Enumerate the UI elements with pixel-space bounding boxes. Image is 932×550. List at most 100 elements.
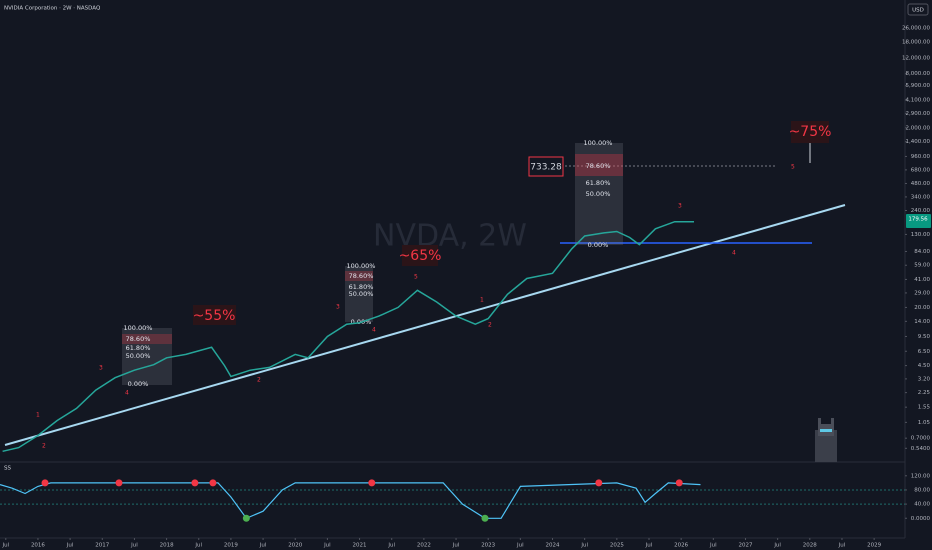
wave-label: 2: [42, 443, 46, 450]
y-tick-label: 4,100.00: [906, 97, 931, 103]
fib-box: [122, 328, 172, 385]
x-tick-label: Jul: [323, 543, 331, 549]
signal-dot: [675, 479, 683, 487]
wave-label: 1: [36, 412, 40, 419]
x-tick-label: 2016: [31, 543, 45, 549]
x-tick-label: Jul: [645, 543, 653, 549]
fib-box: [345, 266, 373, 322]
fib-level: 78.60%: [586, 162, 611, 170]
signal-dot: [209, 479, 217, 487]
x-tick-label: Jul: [259, 543, 267, 549]
y-tick-label: 29.00: [914, 290, 930, 296]
y-tick-label: 240.00: [911, 208, 931, 214]
y-tick-label: 41.00: [914, 277, 930, 283]
wave-label: 1: [480, 297, 484, 304]
wave-label: 5: [414, 274, 418, 281]
y-tick-label: 40.00: [914, 502, 930, 508]
x-tick-label: 2018: [160, 543, 174, 549]
x-tick-label: Jul: [66, 543, 74, 549]
y-tick-label: 8,000.00: [906, 71, 931, 77]
wave-label: 2: [488, 322, 492, 329]
wave-label: 3: [336, 304, 340, 311]
x-tick-label: 2023: [481, 543, 495, 549]
drop-label: ~55%: [193, 308, 236, 324]
y-tick-label: 0.7000: [911, 436, 931, 442]
avatar: [815, 418, 837, 462]
signal-dot: [41, 479, 49, 487]
y-tick-label: 14.00: [914, 319, 930, 325]
x-tick-label: Jul: [452, 543, 460, 549]
y-tick-label: 26,000.00: [902, 25, 930, 31]
y-tick-label: 5,900.00: [906, 83, 931, 89]
x-tick-label: 2021: [353, 543, 367, 549]
y-tick-label: 3.20: [918, 376, 931, 382]
y-tick-label: 1.05: [918, 420, 931, 426]
y-tick-label: 1.55: [918, 405, 931, 411]
x-tick-label: 2026: [674, 543, 688, 549]
y-tick-label: 59.00: [914, 263, 930, 269]
x-tick-label: Jul: [130, 543, 138, 549]
wave-label: 4: [732, 250, 736, 257]
fib-zone: [345, 271, 373, 281]
trend-line: [4, 204, 846, 446]
signal-dot: [191, 479, 199, 487]
series-line: [2, 220, 694, 453]
fib-level: 61.80%: [126, 344, 151, 352]
y-tick-label: 680.00: [911, 167, 931, 173]
y-tick-label: 12,000.00: [902, 55, 930, 61]
target-box: [528, 156, 564, 177]
x-tick-label: Jul: [194, 543, 202, 549]
fib-level: 78.60%: [349, 272, 374, 280]
x-tick-label: Jul: [709, 543, 717, 549]
fib-level: 61.80%: [349, 283, 374, 291]
y-tick-label: 4.50: [918, 363, 931, 369]
y-tick-label: 84.00: [914, 249, 930, 255]
y-tick-label: 120.00: [911, 473, 931, 479]
fib-level: 0.00%: [588, 241, 609, 249]
fib-level: 50.00%: [586, 190, 611, 198]
fib-level: 0.00%: [128, 380, 149, 388]
y-tick-label: 18,000.00: [902, 40, 930, 46]
wave-label: 2: [257, 377, 261, 384]
y-tick-label: 960.00: [911, 154, 931, 160]
fib-zone: [122, 334, 172, 344]
y-tick-label: 1,400.00: [906, 139, 931, 145]
signal-dot: [595, 479, 603, 487]
label-box: [193, 305, 236, 325]
wave-label: 4: [125, 390, 129, 397]
currency[interactable]: USD: [912, 8, 924, 14]
y-tick-label: 20.00: [914, 305, 930, 311]
x-tick-label: Jul: [838, 543, 846, 549]
signal-dot: [481, 514, 489, 522]
fib-box: [575, 143, 623, 245]
x-tick-label: Jul: [516, 543, 524, 549]
x-tick-label: Jul: [1, 543, 9, 549]
fib-level: 100.00%: [347, 262, 376, 270]
x-tick-label: 2025: [610, 543, 624, 549]
signal-dot: [242, 514, 250, 522]
y-tick-label: 340.00: [911, 194, 931, 200]
x-tick-label: 2020: [288, 543, 302, 549]
y-tick-label: 9.50: [918, 334, 931, 340]
target-label: 733.28: [530, 163, 562, 173]
x-tick-label: 2019: [224, 543, 238, 549]
label-box: [402, 245, 438, 266]
y-tick-label: 6.50: [918, 349, 931, 355]
wave-label: 3: [99, 365, 103, 372]
last-price: 179.56: [908, 217, 928, 223]
y-tick-label: 80.00: [914, 487, 930, 493]
y-tick-label: 2,900.00: [906, 111, 931, 117]
y-tick-label: 2,000.00: [906, 125, 931, 131]
x-tick-label: 2022: [417, 543, 431, 549]
drop-label: ~65%: [399, 248, 442, 264]
annotations: ~55% ~65% ~75% 733.28 1 2 3 4 3 4 5 2 1 …: [4, 121, 931, 462]
y-tick-label: 130.00: [911, 232, 931, 238]
x-tick-label: Jul: [580, 543, 588, 549]
fib-level: 100.00%: [124, 324, 153, 332]
y-tick-label: 0.0000: [911, 516, 931, 522]
signal-dot: [115, 479, 123, 487]
fib-level: 50.00%: [349, 290, 374, 298]
fib-level: 78.60%: [126, 335, 151, 343]
currency-box[interactable]: [907, 3, 929, 16]
